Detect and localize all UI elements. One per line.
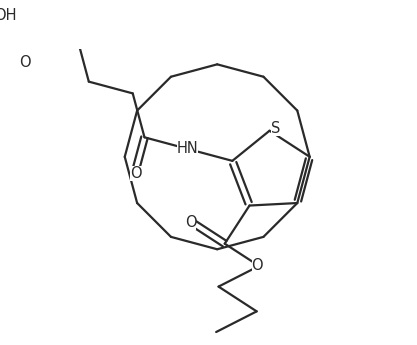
Text: HN: HN <box>177 141 198 156</box>
Text: S: S <box>271 121 280 136</box>
Text: O: O <box>185 215 196 230</box>
Text: O: O <box>19 55 30 70</box>
Text: O: O <box>131 166 142 181</box>
Text: OH: OH <box>0 8 17 23</box>
Text: O: O <box>251 258 263 273</box>
